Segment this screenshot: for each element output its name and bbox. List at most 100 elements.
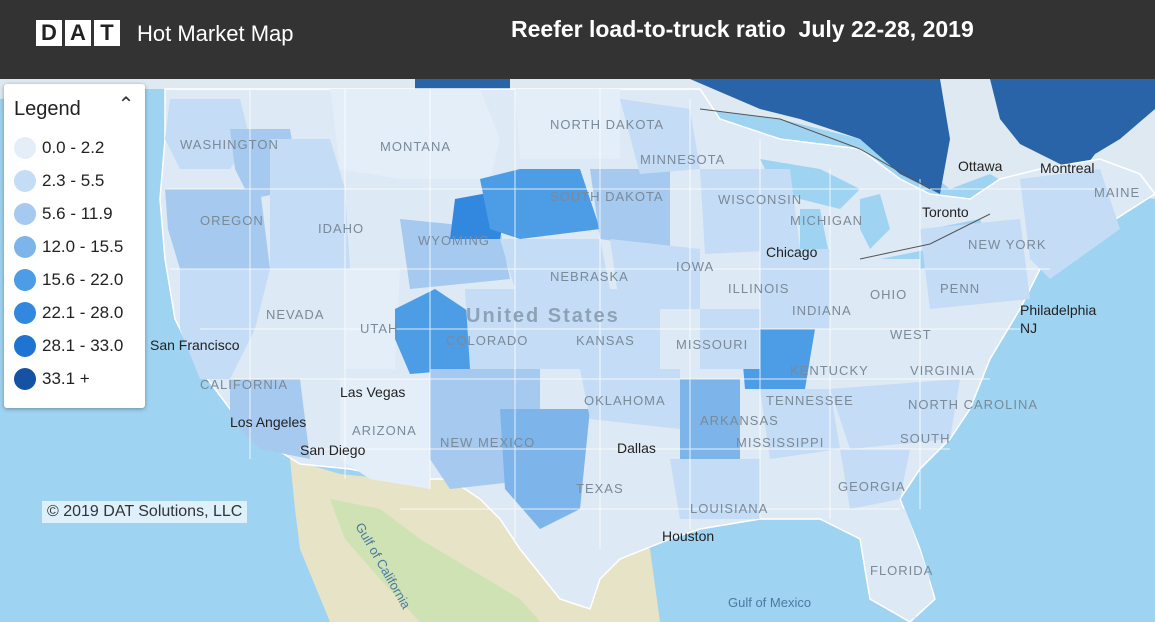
logo-letter-a: A (65, 20, 91, 46)
state-label-mississippi: MISSISSIPPI (736, 435, 824, 450)
state-label-idaho: IDAHO (318, 221, 364, 236)
legend-item: 2.3 - 5.5 (14, 169, 104, 193)
logo-letter-d: D (36, 20, 62, 46)
region-north-dakota (515, 89, 620, 159)
legend-label: 15.6 - 22.0 (42, 270, 124, 289)
state-label-wyoming: WYOMING (418, 233, 490, 248)
legend-label: 22.1 - 28.0 (42, 303, 124, 322)
state-label-georgia: GEORGIA (838, 479, 906, 494)
state-label-indiana: INDIANA (792, 303, 852, 318)
legend-swatch (14, 269, 36, 291)
state-label-wisconsin: WISCONSIN (718, 192, 802, 207)
region-texas-west (500, 409, 590, 529)
state-label-maine: MAINE (1094, 185, 1140, 200)
state-label-arkansas: ARKANSAS (700, 413, 779, 428)
legend-label: 0.0 - 2.2 (42, 138, 105, 157)
legend-item: 28.1 - 33.0 (14, 334, 123, 358)
city-label-los-angeles: Los Angeles (230, 414, 306, 430)
region-texas-east (590, 429, 670, 539)
water-label-gulf-of-mexico: Gulf of Mexico (728, 595, 811, 610)
market-map[interactable]: WASHINGTON MONTANA NORTH DAKOTA MINNESOT… (0, 79, 1155, 622)
state-label-new-york: NEW YORK (968, 237, 1047, 252)
legend-swatch (14, 170, 36, 192)
legend-label: 28.1 - 33.0 (42, 336, 124, 355)
region-south-dakota (480, 169, 600, 239)
region-louisiana (670, 459, 760, 519)
region-nebraska (500, 239, 610, 289)
region-nevada (270, 269, 345, 379)
legend-label: 2.3 - 5.5 (42, 171, 105, 190)
city-label-toronto: Toronto (922, 204, 969, 220)
legend-label: 33.1 + (42, 369, 90, 388)
state-label-florida: FLORIDA (870, 563, 933, 578)
dat-logo: D A T (36, 20, 120, 46)
state-label-penn: PENN (940, 281, 980, 296)
state-label-california: CALIFORNIA (200, 377, 288, 392)
chevron-up-icon[interactable]: ⌃ (117, 94, 135, 116)
region-oklahoma (580, 369, 680, 429)
state-label-north-carolina: NORTH CAROLINA (908, 397, 1038, 412)
legend-label: 12.0 - 15.5 (42, 237, 124, 256)
region-new-york (920, 219, 1030, 309)
city-label-chicago: Chicago (766, 244, 818, 260)
region-arizona (340, 379, 430, 489)
logo-letter-t: T (94, 20, 120, 46)
state-label-nebraska: NEBRASKA (550, 269, 629, 284)
state-label-kentucky: KENTUCKY (790, 363, 869, 378)
state-label-new-mexico: NEW MEXICO (440, 435, 535, 450)
state-label-louisiana: LOUISIANA (690, 501, 768, 516)
region-montana (330, 89, 500, 179)
state-label-washington: WASHINGTON (180, 137, 279, 152)
state-label-north-dakota: NORTH DAKOTA (550, 117, 664, 132)
state-label-south-dakota: SOUTH DAKOTA (550, 189, 664, 204)
header-bar: D A T Hot Market Map Reefer load-to-truc… (0, 0, 1155, 79)
state-label-west: WEST (890, 327, 932, 342)
region-quebec (990, 79, 1155, 174)
region-oregon (165, 189, 270, 269)
legend-item: 12.0 - 15.5 (14, 235, 123, 259)
state-label-oklahoma: OKLAHOMA (584, 393, 666, 408)
state-label-nj: NJ (1020, 320, 1037, 336)
state-label-south: SOUTH (900, 431, 951, 446)
legend-item: 33.1 + (14, 367, 90, 391)
region-wisconsin (700, 169, 800, 254)
region-ontario (690, 79, 950, 194)
city-label-san-francisco: San Francisco (150, 337, 240, 353)
legend-swatch (14, 203, 36, 225)
region-missouri (700, 309, 760, 369)
state-label-minnesota: MINNESOTA (640, 152, 725, 167)
state-label-michigan: MICHIGAN (790, 213, 863, 228)
region-utah (345, 269, 400, 369)
state-label-iowa: IOWA (676, 259, 714, 274)
region-ohio (830, 259, 920, 339)
legend-swatch (14, 236, 36, 258)
legend-title: Legend (14, 98, 81, 120)
legend-swatch (14, 335, 36, 357)
city-label-philadelphia: Philadelphia (1020, 302, 1096, 318)
state-label-virginia: VIRGINIA (910, 363, 975, 378)
region-idaho (270, 139, 350, 269)
legend-label: 5.6 - 11.9 (42, 204, 113, 223)
region-arkansas (680, 379, 740, 459)
city-label-ottawa: Ottawa (958, 158, 1003, 174)
region-mississippi-alabama (760, 389, 840, 459)
legend-swatch (14, 137, 36, 159)
state-label-texas: TEXAS (576, 481, 624, 496)
region-georgia (840, 449, 910, 509)
state-label-tennessee: TENNESSEE (766, 393, 854, 408)
state-label-montana: MONTANA (380, 139, 451, 154)
copyright-notice: © 2019 DAT Solutions, LLC (42, 501, 248, 523)
region-new-england (1020, 169, 1120, 279)
region-washington (165, 99, 250, 169)
state-label-illinois: ILLINOIS (728, 281, 789, 296)
region-minnesota-south (590, 169, 670, 249)
region-minnesota (620, 99, 700, 174)
state-label-nevada: NEVADA (266, 307, 325, 322)
region-california-north (180, 269, 270, 379)
legend-panel: Legend ⌃ 0.0 - 2.2 2.3 - 5.5 5.6 - 11.9 … (4, 84, 145, 408)
city-label-san-diego: San Diego (300, 442, 366, 458)
legend-item: 5.6 - 11.9 (14, 202, 113, 226)
region-iowa (610, 239, 700, 309)
app-title: Hot Market Map (137, 21, 294, 46)
city-label-montreal: Montreal (1040, 160, 1094, 176)
